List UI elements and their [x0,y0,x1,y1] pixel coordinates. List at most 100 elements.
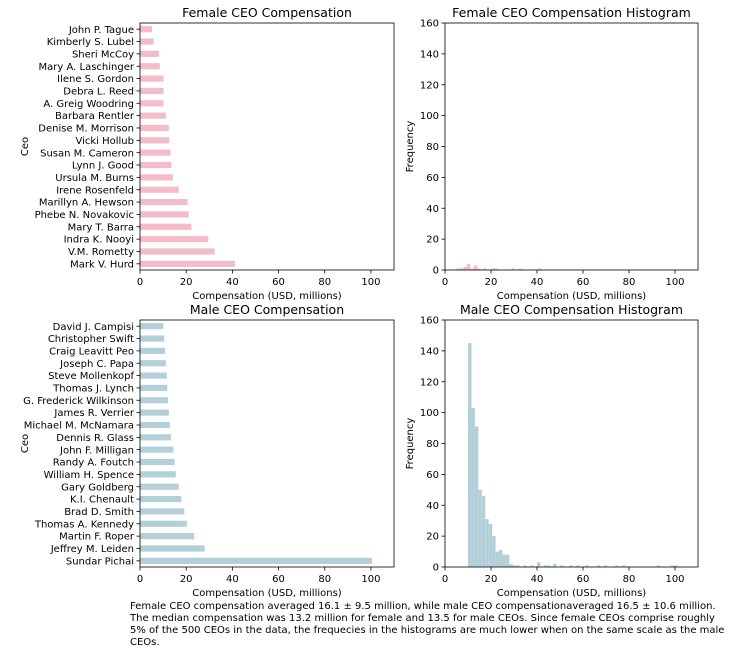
x-tick-label: 80 [623,574,636,585]
chart-panel-2: Female CEO Compensation Histogram 0 20 40 60… [405,5,699,302]
histogram-bar [576,565,580,567]
histogram-bar [530,565,534,567]
x-axis-label: Compensation (USD, millions) [192,291,341,302]
x-tick-label: 20 [180,277,193,288]
histogram-bar [560,565,564,567]
histogram-bar [673,565,678,567]
bar-william-h-spence [140,471,176,478]
x-tick-label: 40 [226,574,239,585]
bar-david-j-campisi [140,323,164,330]
histogram-bar [656,565,661,567]
y-tick-label: G. Frederick Wilkinson [23,396,134,407]
bar-k-i-chenault [140,495,182,503]
x-tick-label: 40 [226,277,239,288]
histogram-bar [523,565,527,567]
bar-phebe-n-novakovic [140,211,189,218]
x-tick-label: 60 [577,574,590,585]
histogram-bar [470,268,474,270]
y-tick-label: 160 [420,19,439,30]
y-tick-label: Irene Rosenfeld [56,185,134,196]
chart-title: Female CEO Compensation Histogram [452,5,691,20]
histogram-bar [516,565,520,567]
histogram-bar [456,268,460,270]
y-tick-label: Marillyn A. Hewson [39,198,134,209]
plot-frame [444,22,699,271]
histogram-bar [481,495,486,567]
plot-frame [139,319,395,568]
bar-mary-a-laschinger [140,63,160,70]
bar-susan-m-cameron [140,149,171,156]
y-tick-label: 0 [433,266,439,277]
y-axis-label: Frequency [405,418,416,470]
bar-vicki-hollub [140,137,170,144]
bar-thomas-j-lynch [140,384,168,392]
x-tick-label: 0 [137,574,143,585]
y-tick-label: Thomas J. Lynch [52,384,134,395]
bar-denise-m-morrison [140,124,169,132]
y-tick-label: John P. Tague [68,25,134,36]
bar-a-greig-woodring [140,100,164,107]
y-tick-label: Mary A. Laschinger [39,62,135,73]
histogram-bar [585,565,589,567]
bar-john-p-tague [140,26,153,33]
y-tick-label: Thomas A. Kennedy [34,519,134,530]
histogram-bar [478,489,482,567]
y-tick-label: Michael M. McNamara [24,421,134,432]
bar-lynn-j-good [140,161,172,169]
bar-debra-l-reed [140,87,164,95]
x-tick-label: 20 [485,277,498,288]
y-tick-label: Debra L. Reed [63,87,134,98]
y-tick-label: Gary Goldberg [61,482,134,493]
x-tick-label: 40 [531,277,544,288]
y-tick-label: Dennis R. Glass [56,433,134,444]
y-tick-label: Joseph C. Papa [59,359,134,370]
chart-title: Female CEO Compensation [182,5,352,20]
y-tick-label: 80 [426,439,439,450]
y-tick-label: Mark V. Hurd [70,259,134,270]
bar-martin-f-roper [140,533,195,540]
bar-michael-m-mcnamara [140,421,170,429]
histogram-bar [468,343,472,567]
histogram-bar [502,554,506,567]
bar-v-m-rometty [140,248,215,255]
histogram-bar [494,268,498,270]
x-axis-label: Compensation (USD, millions) [497,588,646,599]
histogram-bar [569,565,573,567]
y-tick-label: 140 [420,346,439,357]
y-axis-label: Ceo [20,137,31,156]
bar-sheri-mccoy [140,50,159,57]
y-tick-label: Christopher Swift [48,334,134,345]
x-tick-label: 0 [442,574,448,585]
histogram-bar [488,523,493,567]
chart-title: Male CEO Compensation [190,302,344,317]
histogram-bar [477,268,481,270]
histogram-bar [482,268,487,270]
x-tick-label: 80 [318,574,331,585]
histogram-bar [596,565,601,567]
y-tick-label: Sundar Pichai [66,556,134,567]
bar-jeffrey-m-leiden [140,545,205,552]
histogram-bar [538,268,542,270]
x-tick-label: 0 [137,277,143,288]
y-tick-label: Randy A. Foutch [53,458,134,469]
histogram-bar [463,266,467,270]
y-tick-label: 40 [426,501,439,512]
bar-mark-v-hurd [140,260,235,267]
y-tick-label: Kimberly S. Lubel [47,37,134,48]
histogram-bar [485,519,489,567]
bar-barbara-rentler [140,112,166,119]
x-tick-label: 100 [665,277,684,288]
y-tick-label: William H. Spence [44,470,134,481]
bar-gary-goldberg [140,483,179,490]
histogram-bar [543,565,548,567]
histogram-bar [491,268,495,270]
histogram-bar [473,265,478,270]
chart-panel-1: Female CEO Compensation Mark V. HurdV.M. … [20,5,395,302]
x-tick-label: 60 [272,574,285,585]
x-tick-label: 20 [485,574,498,585]
y-tick-label: 120 [420,80,439,91]
bar-g-frederick-wilkinson [140,397,169,404]
y-tick-label: 60 [426,470,439,481]
y-tick-label: 60 [426,173,439,184]
bar-dennis-r-glass [140,434,171,441]
